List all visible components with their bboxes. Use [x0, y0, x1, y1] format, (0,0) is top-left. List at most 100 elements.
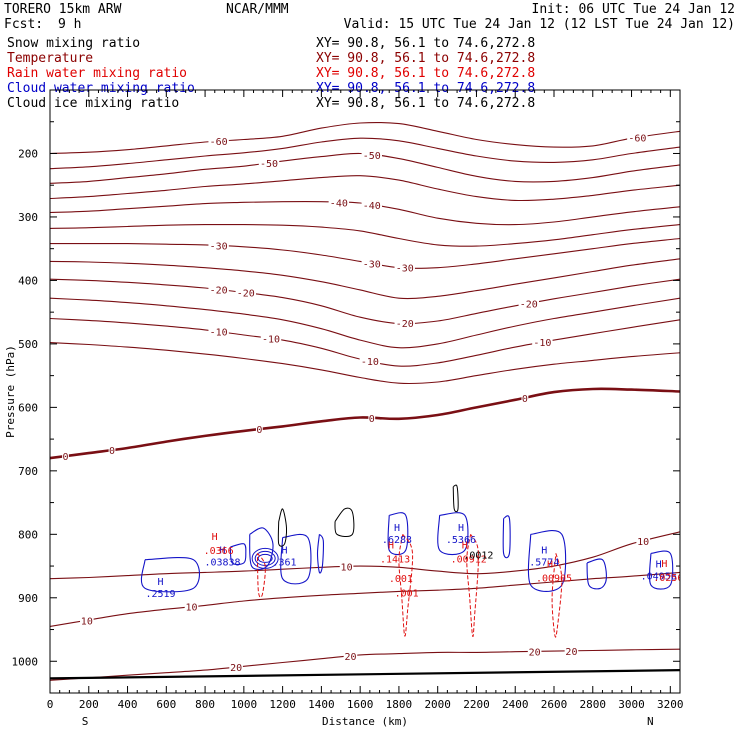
contour-label-bg [208, 283, 229, 295]
rain-water-max-value: .1413 [380, 554, 410, 565]
temperature-contour [50, 648, 680, 681]
x-tick-label: 1400 [308, 698, 335, 711]
temperature-contour-label: -20 [396, 319, 414, 330]
temperature-contour-label: -20 [210, 286, 228, 297]
contour-label-bg [564, 644, 579, 656]
contour-label-bg [260, 332, 282, 344]
cloud-water-contour [249, 527, 274, 570]
y-tick-label: 500 [18, 338, 38, 351]
snow-contour [452, 484, 459, 513]
contour-layer: -60 -60 -50 -50 -40 -40 -30 -30 -30 -20 -20 -20 -20 -… [50, 121, 683, 681]
temperature-contour [50, 531, 680, 580]
x-tick-label: 2000 [424, 698, 451, 711]
temperature-contour-label: 10 [185, 603, 197, 614]
cloud-water-high-marker: H [282, 545, 288, 556]
temperature-contour [50, 223, 680, 247]
cloud-water-contour [437, 512, 469, 556]
contour-label-bg [368, 411, 376, 423]
contour-label-bg [328, 196, 350, 208]
cloud-water-max-value: .6283 [382, 535, 412, 546]
rain-water-contour-label: .001 [395, 589, 419, 600]
contour-label-bg [343, 649, 358, 661]
end-endpoint-label: N [647, 715, 654, 728]
contour-label-bg [361, 198, 382, 210]
contour-label-bg [208, 239, 229, 251]
temperature-contour [50, 387, 680, 460]
temperature-contour [50, 137, 680, 170]
legend-field-xy: XY= 90.8, 56.1 to 74.6,272.8 [316, 36, 535, 51]
contour-label-bg [636, 534, 650, 546]
x-tick-label: 1000 [231, 698, 258, 711]
rain-water-contour-label: .001 [389, 574, 413, 585]
rain-water-max-value: .00912 [451, 554, 487, 565]
rain-water-max-value: .0256 [653, 573, 683, 584]
x-axis-label: Distance (km) [322, 715, 408, 728]
rain-water-contour [466, 534, 479, 638]
legend-field-name: Cloud ice mixing ratio [7, 96, 179, 111]
plot-frame [49, 89, 681, 694]
cloud-water-max-value: .04956 [641, 571, 677, 582]
temperature-contour-label: 0 [256, 425, 262, 436]
y-tick-label: 600 [18, 401, 38, 414]
temperature-contour [50, 201, 680, 226]
temperature-contour-label: 20 [565, 647, 577, 658]
y-tick-label: 300 [18, 211, 38, 224]
contour-label-bg [361, 148, 382, 160]
contour-label-bg [521, 391, 529, 403]
rain-water-high-marker: H [462, 540, 468, 551]
temperature-contour-label: 10 [81, 616, 93, 627]
x-tick-label: 600 [156, 698, 176, 711]
terrain-surface-line [50, 669, 680, 680]
y-axis-label: Pressure (hPa) [4, 345, 17, 438]
field-legend: Snow mixing ratio XY= 90.8, 56.1 to 74.6,… [7, 36, 535, 111]
temperature-contour-label: -10 [210, 328, 228, 339]
temperature-contour [50, 152, 680, 184]
y-tick-label: 1000 [12, 655, 39, 668]
x-tick-label: 2400 [502, 698, 529, 711]
contour-label-bg [208, 135, 229, 147]
y-tick-label: 900 [18, 592, 38, 605]
cloud-water-contour [387, 512, 409, 556]
y-tick-label: 800 [18, 528, 38, 541]
cloud-water-high-marker: H [157, 577, 163, 588]
contour-label-bg [394, 317, 415, 329]
legend-field-xy: XY= 90.8, 56.1 to 74.6,272.8 [316, 81, 535, 96]
legend-field-xy: XY= 90.8, 56.1 to 74.6,272.8 [316, 51, 535, 66]
rain-water-high-marker: H [661, 559, 667, 570]
snow-contour [277, 508, 288, 547]
temperature-contour-label: -50 [363, 151, 381, 162]
forecast-hour: 9 h [58, 17, 81, 32]
cloud-water-contour [586, 558, 607, 590]
snow-contour-label: .0012 [463, 550, 493, 561]
temperature-contour-label: -10 [262, 335, 280, 346]
legend-field-name: Snow mixing ratio [7, 36, 140, 51]
legend-field-xy: XY= 90.8, 56.1 to 74.6,272.8 [316, 66, 535, 81]
temperature-contour-label: -30 [396, 264, 414, 275]
org-label: NCAR/MMM [226, 2, 289, 17]
valid-time: Valid: 15 UTC Tue 24 Jan 12 (12 LST Tue … [344, 17, 735, 32]
cloud-water-high-marker: H [458, 523, 464, 534]
temperature-contour-label: 10 [341, 562, 353, 573]
temperature-contour-label: -50 [260, 159, 278, 170]
contour-label-bg [527, 645, 542, 657]
cloud-water-max-value: .5774 [529, 557, 559, 568]
x-tick-label: 1800 [386, 698, 413, 711]
temperature-contour-label: -60 [628, 133, 646, 144]
axes: 0 200 400 600 800 1000 1200 1400 1600 1800 2000 220… [4, 89, 684, 728]
temperature-contour [50, 258, 680, 300]
model-title: TORERO 15km ARW [4, 2, 122, 17]
x-tick-label: 1600 [347, 698, 374, 711]
x-tick-label: 3000 [618, 698, 645, 711]
contour-label-bg [255, 423, 263, 435]
cloud-water-max-value: .5366 [446, 535, 476, 546]
temperature-contour-label: 20 [230, 663, 242, 674]
cloud-water-contour [502, 515, 511, 559]
cloud-water-contour [251, 547, 279, 569]
temperature-contour-label: 0 [522, 394, 528, 405]
rain-water-contour [256, 553, 266, 598]
cloud-water-contour [229, 543, 247, 566]
temperature-contour-label: -10 [533, 338, 551, 349]
init-time: Init: 06 UTC Tue 24 Jan 12 [532, 2, 736, 17]
temperature-contour-label: -30 [210, 242, 228, 253]
